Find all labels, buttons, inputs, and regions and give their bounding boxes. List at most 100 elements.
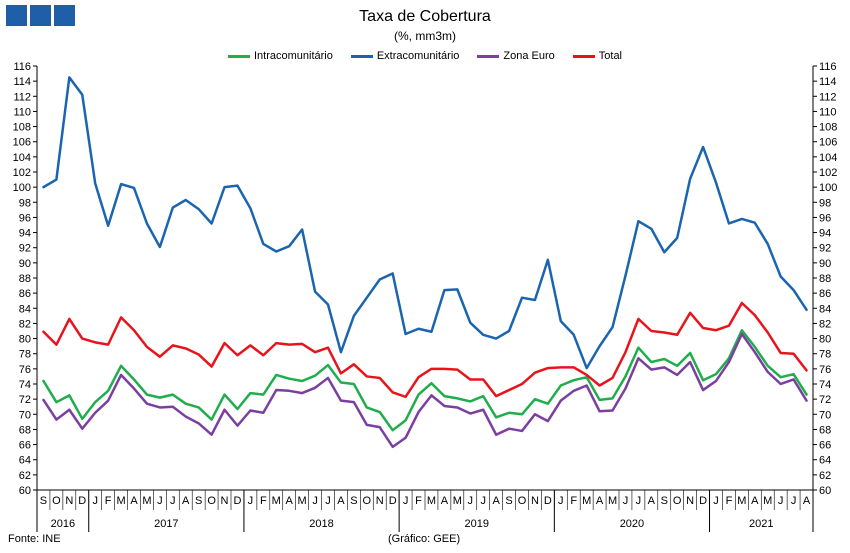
- x-tick-label: M: [763, 495, 772, 507]
- y-tick-label-right: 110: [819, 106, 837, 118]
- x-tick-label: F: [415, 495, 422, 507]
- year-label: 2018: [309, 518, 333, 530]
- x-tick-label: N: [65, 495, 73, 507]
- legend-swatch: [572, 54, 595, 58]
- x-tick-label: J: [325, 495, 331, 507]
- y-tick-label-left: 116: [13, 61, 31, 73]
- x-tick-label: O: [207, 495, 216, 507]
- year-label: 2017: [154, 518, 178, 530]
- series-line: [42, 328, 808, 432]
- x-tick-label: M: [116, 495, 125, 507]
- y-tick-label-right: 72: [819, 394, 831, 406]
- x-tick-label: A: [492, 495, 500, 507]
- y-tick-label-right: 116: [819, 61, 837, 73]
- x-tick-label: O: [52, 495, 61, 507]
- y-tick-label-right: 82: [819, 318, 831, 330]
- x-tick-label: J: [636, 495, 642, 507]
- x-tick-label: M: [582, 495, 591, 507]
- legend-item: Extracomunitário: [350, 50, 460, 62]
- x-tick-label: A: [441, 495, 449, 507]
- x-tick-label: A: [337, 495, 345, 507]
- logo-square: [30, 5, 51, 26]
- legend-label: Intracomunitário: [253, 50, 333, 62]
- y-tick-label-right: 62: [819, 470, 831, 482]
- x-tick-label: D: [389, 495, 397, 507]
- x-tick-label: O: [673, 495, 682, 507]
- y-tick-label-right: 60: [819, 485, 831, 497]
- y-tick-label-left: 60: [19, 485, 31, 497]
- year-label: 2021: [749, 518, 773, 530]
- x-tick-label: S: [195, 495, 202, 507]
- y-tick-label-left: 62: [19, 470, 31, 482]
- x-tick-label: S: [661, 495, 668, 507]
- y-tick-label-right: 66: [819, 440, 831, 452]
- legend-label: Extracomunitário: [376, 50, 460, 62]
- x-tick-label: A: [286, 495, 294, 507]
- x-tick-label: J: [403, 495, 409, 507]
- x-tick-label: M: [608, 495, 617, 507]
- year-label: 2019: [464, 518, 488, 530]
- x-tick-label: D: [544, 495, 552, 507]
- y-tick-label-left: 70: [19, 409, 31, 421]
- x-tick-label: J: [713, 495, 719, 507]
- y-tick-label-right: 84: [819, 303, 831, 315]
- x-tick-label: D: [78, 495, 86, 507]
- y-tick-label-left: 96: [19, 212, 31, 224]
- y-tick-label-left: 82: [19, 318, 31, 330]
- x-tick-label: F: [570, 495, 577, 507]
- y-tick-label-left: 110: [13, 106, 31, 118]
- x-tick-label: F: [260, 495, 267, 507]
- y-tick-label-left: 78: [19, 349, 31, 361]
- y-tick-label-left: 102: [13, 167, 31, 179]
- x-tick-label: N: [686, 495, 694, 507]
- x-tick-label: J: [480, 495, 486, 507]
- x-tick-label: M: [427, 495, 436, 507]
- y-tick-label-right: 64: [819, 455, 831, 467]
- y-tick-label-right: 98: [819, 197, 831, 209]
- y-tick-label-right: 102: [819, 167, 837, 179]
- x-tick-label: D: [233, 495, 241, 507]
- legend-item: Zona Euro: [477, 50, 555, 62]
- x-tick-label: N: [376, 495, 384, 507]
- x-tick-label: J: [157, 495, 163, 507]
- y-tick-label-right: 86: [819, 288, 831, 300]
- y-tick-label-right: 100: [819, 182, 837, 194]
- y-tick-label-left: 98: [19, 197, 31, 209]
- legend-swatch: [477, 54, 500, 58]
- chart-title: Taxa de Cobertura: [359, 8, 491, 25]
- x-tick-label: O: [363, 495, 372, 507]
- legend-swatch: [227, 54, 250, 58]
- y-tick-label-left: 114: [13, 76, 31, 88]
- y-tick-label-left: 92: [19, 243, 31, 255]
- year-label: 2016: [51, 518, 75, 530]
- x-tick-label: A: [648, 495, 656, 507]
- y-tick-label-right: 92: [819, 243, 831, 255]
- x-tick-label: M: [272, 495, 281, 507]
- y-tick-label-left: 74: [19, 379, 31, 391]
- x-tick-label: O: [518, 495, 527, 507]
- year-label: 2020: [620, 518, 644, 530]
- y-tick-label-right: 78: [819, 349, 831, 361]
- y-tick-label-right: 114: [819, 76, 837, 88]
- x-tick-label: S: [505, 495, 512, 507]
- x-tick-label: M: [453, 495, 462, 507]
- y-tick-label-right: 74: [819, 379, 831, 391]
- y-tick-label-left: 108: [13, 122, 31, 134]
- y-tick-label-left: 84: [19, 303, 31, 315]
- x-tick-label: S: [40, 495, 47, 507]
- x-tick-label: A: [130, 495, 138, 507]
- x-tick-label: A: [751, 495, 759, 507]
- series-line: [42, 332, 808, 449]
- logo-square: [6, 5, 27, 26]
- legend-label: Zona Euro: [503, 50, 555, 62]
- y-tick-label-right: 108: [819, 122, 837, 134]
- y-tick-label-left: 64: [19, 455, 31, 467]
- x-tick-label: J: [468, 495, 474, 507]
- y-tick-label-left: 80: [19, 334, 31, 346]
- y-tick-label-left: 72: [19, 394, 31, 406]
- y-tick-label-right: 94: [819, 228, 831, 240]
- x-tick-label: J: [248, 495, 254, 507]
- y-tick-label-right: 80: [819, 334, 831, 346]
- legend-item: Intracomunitário: [227, 50, 333, 62]
